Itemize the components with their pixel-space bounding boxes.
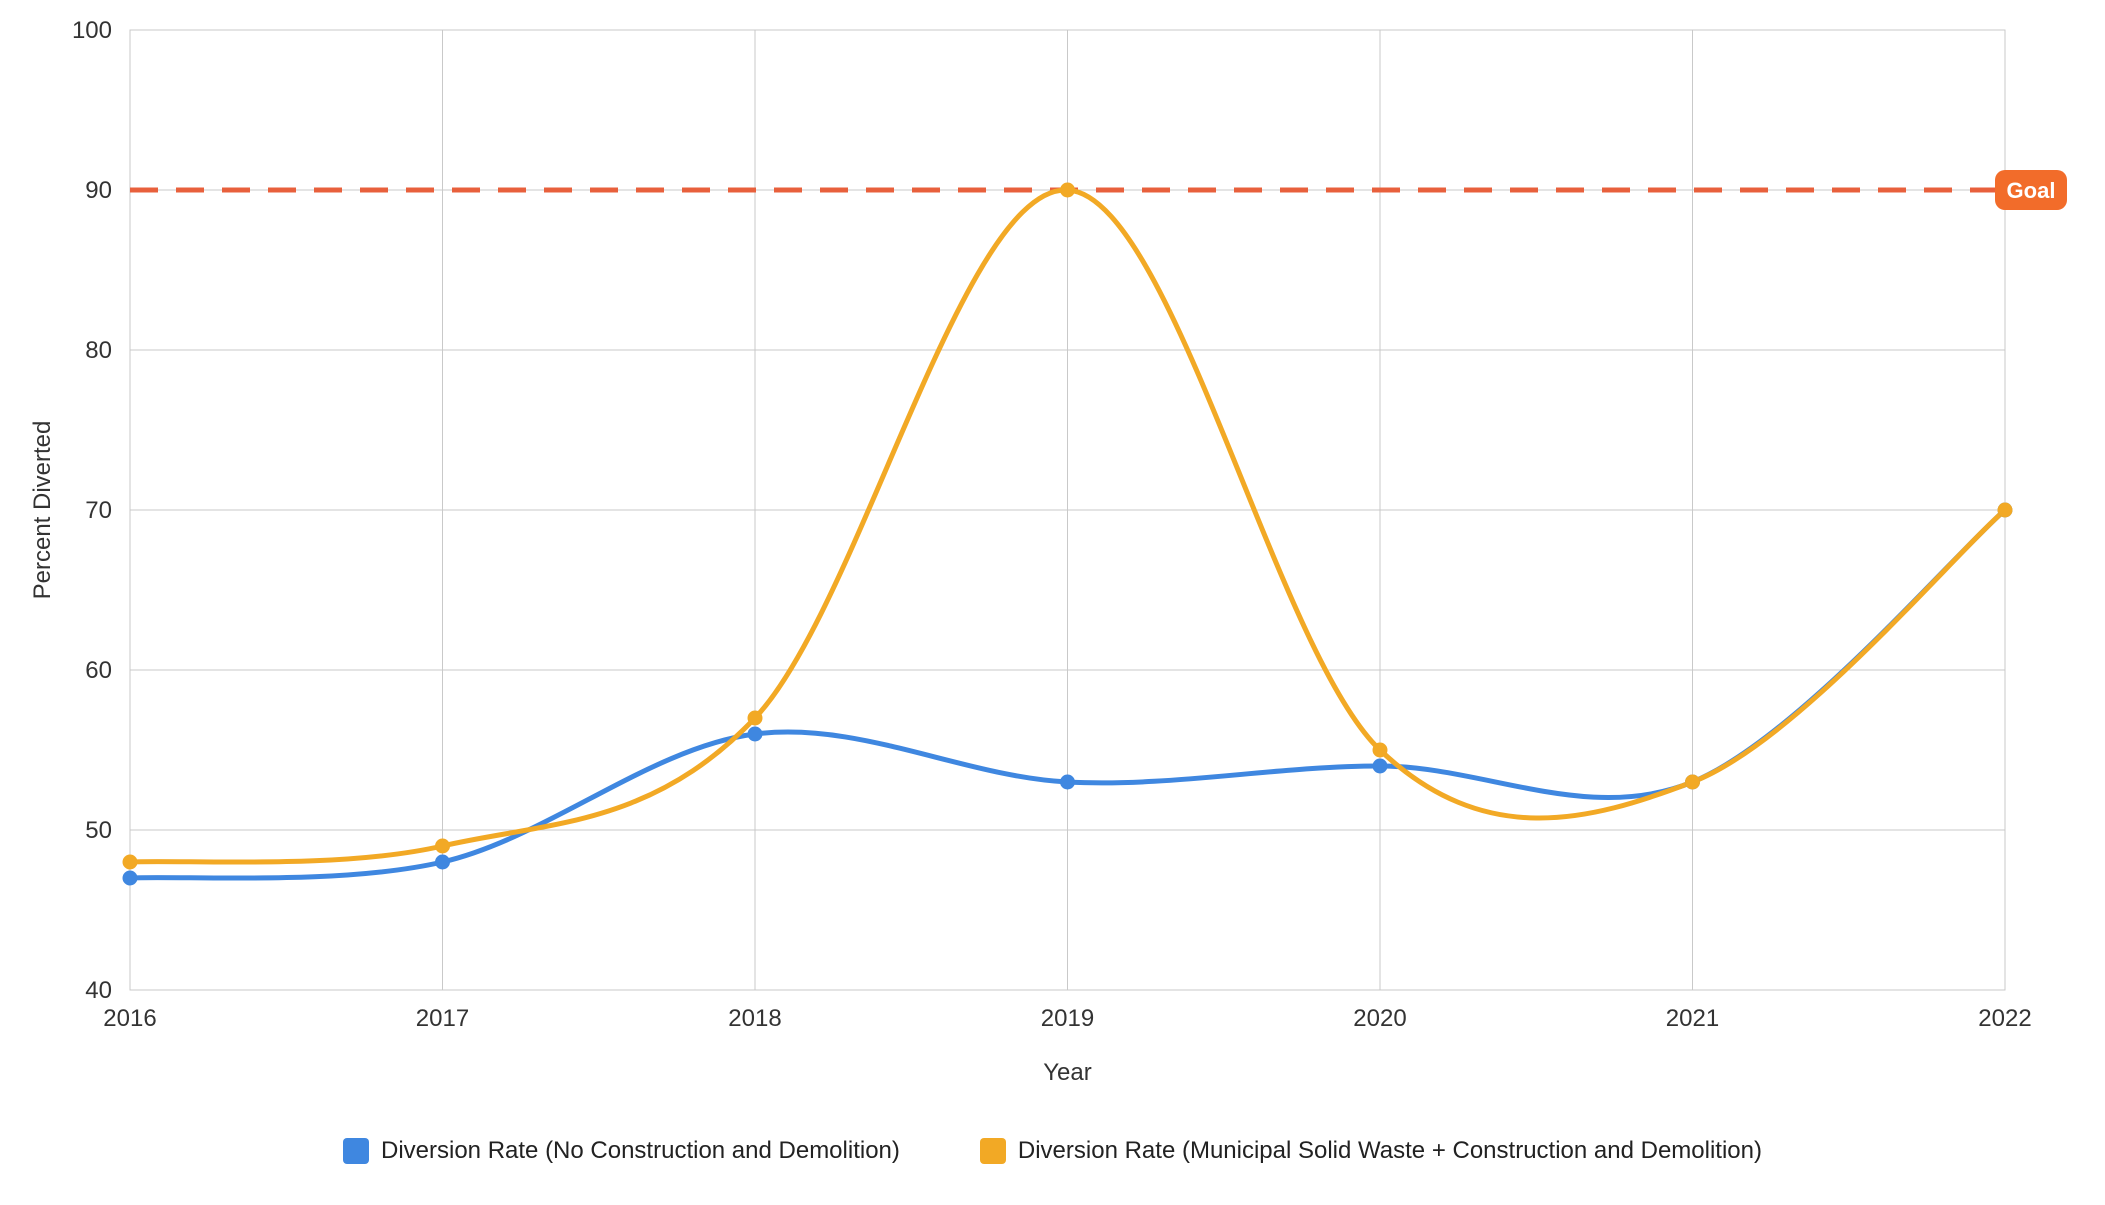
diversion-rate-chart: 2016 2017 2018 2019 2020 2021 2022 40 50 60 70 80 90…	[0, 0, 2105, 1205]
y-tick-label: 90	[85, 177, 112, 204]
legend-label: Diversion Rate (Municipal Solid Waste + …	[1018, 1137, 1762, 1165]
series-point-msw_cd	[1686, 775, 1700, 789]
legend-swatch	[980, 1138, 1006, 1164]
goal-badge-label: Goal	[2007, 178, 2056, 203]
series-point-msw_cd	[1998, 503, 2012, 517]
x-tick-label: 2019	[1041, 1005, 1094, 1032]
series-point-no_cd	[1061, 775, 1075, 789]
series-point-msw_cd	[123, 855, 137, 869]
legend-item: Diversion Rate (No Construction and Demo…	[343, 1137, 900, 1165]
series-point-no_cd	[436, 855, 450, 869]
series-point-msw_cd	[1373, 743, 1387, 757]
y-tick-label: 80	[85, 337, 112, 364]
x-tick-label: 2016	[103, 1005, 156, 1032]
x-tick-label: 2017	[416, 1005, 469, 1032]
series-point-msw_cd	[1061, 183, 1075, 197]
y-axis-title: Percent Diverted	[29, 421, 56, 600]
y-tick-label: 40	[85, 977, 112, 1004]
y-tick-label: 70	[85, 497, 112, 524]
series-point-no_cd	[748, 727, 762, 741]
x-tick-label: 2018	[728, 1005, 781, 1032]
series-point-no_cd	[1373, 759, 1387, 773]
legend-label: Diversion Rate (No Construction and Demo…	[381, 1137, 900, 1165]
chart-legend: Diversion Rate (No Construction and Demo…	[0, 1137, 2105, 1165]
legend-swatch	[343, 1138, 369, 1164]
y-tick-label: 60	[85, 657, 112, 684]
chart-svg: 2016 2017 2018 2019 2020 2021 2022 40 50 60 70 80 90…	[0, 0, 2105, 1205]
series-point-no_cd	[123, 871, 137, 885]
series-point-msw_cd	[436, 839, 450, 853]
x-axis-title: Year	[1043, 1059, 1092, 1086]
legend-item: Diversion Rate (Municipal Solid Waste + …	[980, 1137, 1762, 1165]
series-point-msw_cd	[748, 711, 762, 725]
x-tick-label: 2022	[1978, 1005, 2031, 1032]
x-tick-label: 2021	[1666, 1005, 1719, 1032]
y-tick-label: 100	[72, 17, 112, 44]
y-tick-label: 50	[85, 817, 112, 844]
x-tick-label: 2020	[1353, 1005, 1406, 1032]
